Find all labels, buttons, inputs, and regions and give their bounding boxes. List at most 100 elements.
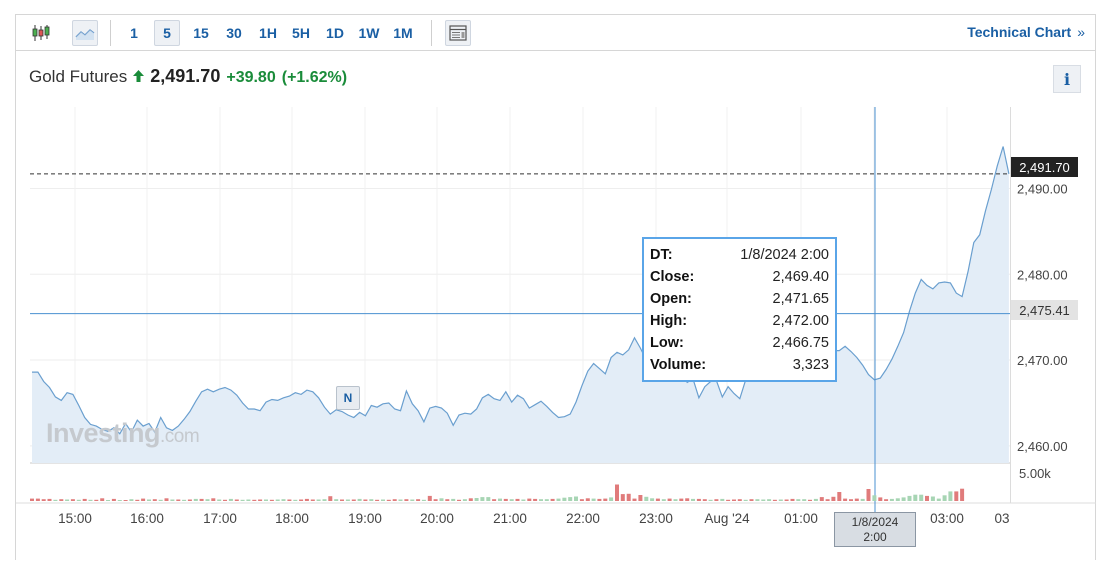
volume-bar — [568, 497, 573, 501]
volume-bar — [404, 499, 409, 501]
crosshair-date: 1/8/2024 — [851, 514, 899, 529]
area-chart-icon[interactable] — [72, 20, 98, 46]
volume-bar — [129, 499, 134, 501]
price-area-fill — [32, 146, 1009, 463]
interval-1h[interactable]: 1H — [259, 25, 277, 41]
interval-1d[interactable]: 1D — [326, 25, 344, 41]
interval-1[interactable]: 1 — [130, 25, 138, 41]
tooltip-key: Low: — [650, 335, 684, 351]
crosshair-price-tag: 2,475.41 — [1011, 300, 1078, 320]
volume-bar — [205, 499, 210, 501]
layout-icon[interactable] — [445, 20, 471, 46]
interval-1m[interactable]: 1M — [393, 25, 413, 41]
candlestick-icon[interactable] — [28, 20, 54, 46]
volume-bar — [53, 499, 58, 501]
news-marker[interactable]: N — [336, 386, 360, 410]
volume-bar — [252, 499, 257, 501]
volume-bar — [819, 497, 824, 501]
volume-bar — [421, 499, 426, 501]
volume-bar — [88, 499, 93, 501]
volume-bar — [708, 499, 713, 501]
tooltip-row-date: DT: 1/8/2024 2:00 — [650, 244, 829, 266]
volume-bar — [936, 498, 941, 501]
volume-bar — [737, 499, 742, 501]
price-change: +39.80 — [226, 69, 276, 86]
volume-bar — [492, 499, 497, 501]
volume-bar — [913, 494, 918, 501]
interval-1w[interactable]: 1W — [358, 25, 380, 41]
volume-bar — [696, 498, 701, 501]
tooltip-key: Close: — [650, 269, 695, 285]
volume-bar — [907, 495, 912, 501]
volume-bar — [615, 484, 619, 501]
tooltip-value: 3,323 — [792, 357, 829, 373]
tooltip-key: Volume: — [650, 357, 707, 373]
volume-bar — [854, 498, 859, 501]
volume-bar — [638, 495, 643, 501]
interval-15[interactable]: 15 — [193, 25, 209, 41]
double-chevron-right-icon: » — [1077, 24, 1085, 40]
volume-bar — [574, 496, 578, 501]
volume-bar — [503, 498, 508, 501]
volume-bar — [123, 500, 128, 501]
volume-bar — [223, 499, 227, 501]
volume-bar — [187, 499, 192, 501]
volume-bar — [392, 499, 397, 501]
x-tick-label: Aug '24 — [704, 511, 750, 526]
info-button[interactable]: i — [1053, 65, 1081, 93]
volume-bar — [106, 500, 110, 501]
volume-bar — [732, 499, 736, 501]
volume-bar — [334, 499, 339, 501]
x-tick-label: 16:00 — [130, 511, 164, 526]
volume-bar — [158, 499, 163, 501]
volume-bar — [351, 499, 356, 501]
volume-bar — [363, 499, 368, 501]
volume-bar — [35, 498, 40, 501]
volume-bar — [866, 489, 871, 501]
tooltip-value: 1/8/2024 2:00 — [740, 247, 829, 263]
volume-bar — [59, 499, 64, 501]
volume-bar — [942, 495, 947, 501]
interval-5[interactable]: 5 — [154, 20, 180, 46]
technical-chart-link[interactable]: Technical Chart » — [967, 24, 1085, 40]
interval-30[interactable]: 30 — [226, 25, 242, 41]
volume-bar — [849, 499, 853, 501]
volume-bar — [749, 499, 754, 501]
volume-bar — [451, 498, 456, 501]
quote-header: Gold Futures 2,491.70 +39.80 (+1.62%) — [29, 66, 347, 87]
volume-bar — [702, 499, 707, 501]
watermark-suffix: .com — [160, 426, 200, 447]
volume-bar — [831, 496, 836, 501]
volume-bar — [673, 499, 678, 501]
crosshair-date-tag: 1/8/2024 2:00 — [834, 512, 916, 547]
volume-bar — [316, 499, 321, 501]
volume-bar — [164, 498, 169, 501]
volume-bar — [813, 498, 818, 501]
last-price: 2,491.70 — [150, 66, 221, 86]
volume-bar — [772, 499, 777, 501]
x-tick-label: 01:00 — [784, 511, 818, 526]
volume-bar — [901, 497, 906, 501]
tooltip-key: High: — [650, 313, 688, 329]
volume-bar — [480, 497, 485, 501]
chart-widget — [15, 14, 1096, 560]
y-tick-label: 2,470.00 — [1017, 353, 1068, 368]
volume-bar — [925, 495, 929, 501]
ohlc-tooltip: DT: 1/8/2024 2:00 Close: 2,469.40 Open: 2,4… — [642, 237, 837, 382]
y-tick-label: 2,460.00 — [1017, 439, 1068, 454]
volume-bar — [147, 499, 151, 501]
tooltip-row-open: Open: 2,471.65 — [650, 288, 829, 310]
interval-5h[interactable]: 5H — [292, 25, 310, 41]
volume-bar — [287, 499, 292, 501]
volume-bar — [375, 499, 380, 501]
volume-bar — [381, 499, 385, 501]
volume-bar — [527, 498, 532, 501]
volume-bar — [47, 498, 52, 501]
volume-bar — [322, 499, 327, 501]
volume-bar — [474, 498, 479, 501]
volume-bar — [802, 499, 807, 501]
x-tick-label: 03 — [994, 511, 1009, 526]
volume-bar — [65, 499, 70, 501]
volume-bar — [837, 492, 842, 501]
